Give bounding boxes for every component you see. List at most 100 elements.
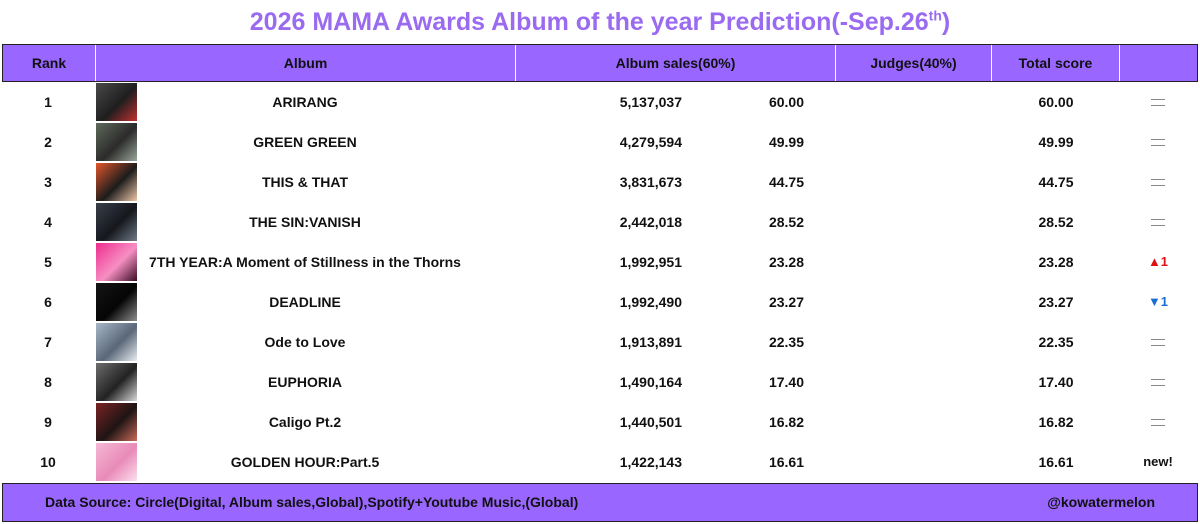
judges-score bbox=[836, 82, 988, 122]
album-title: DEADLINE bbox=[269, 294, 341, 310]
table-row: 3 THIS & THAT 3,831,673 44.75 44.75 bbox=[0, 162, 1200, 202]
total-score: 16.61 bbox=[1038, 454, 1074, 470]
total-score: 49.99 bbox=[1038, 134, 1074, 150]
album-sales-value: 1,913,891 bbox=[619, 334, 682, 350]
total-score: 44.75 bbox=[1038, 174, 1074, 190]
data-source: Data Source: Circle(Digital, Album sales… bbox=[45, 494, 579, 510]
album-sales-score: 17.40 bbox=[768, 374, 804, 390]
album-sales-value: 2,442,018 bbox=[619, 214, 682, 230]
table-body: 1 ARIRANG 5,137,037 60.00 60.00 2 GREEN GREEN 4… bbox=[0, 82, 1200, 482]
author-handle: @kowatermelon bbox=[1047, 494, 1155, 510]
header-album-sales: Album sales(60%) bbox=[516, 45, 836, 81]
album-sales-value: 1,440,501 bbox=[619, 414, 682, 430]
rank-cell: 6 bbox=[44, 294, 52, 310]
rank-cell: 10 bbox=[40, 454, 56, 470]
album-sales-value: 4,279,594 bbox=[619, 134, 682, 150]
album-cover-image bbox=[96, 403, 137, 441]
total-score: 17.40 bbox=[1038, 374, 1074, 390]
album-title: EUPHORIA bbox=[268, 374, 342, 390]
album-sales-score: 23.27 bbox=[768, 294, 804, 310]
table-row: 1 ARIRANG 5,137,037 60.00 60.00 bbox=[0, 82, 1200, 122]
table-row: 8 EUPHORIA 1,490,164 17.40 17.40 bbox=[0, 362, 1200, 402]
judges-score bbox=[836, 202, 988, 242]
table-row: 2 GREEN GREEN 4,279,594 49.99 49.99 bbox=[0, 122, 1200, 162]
rank-cell: 7 bbox=[44, 334, 52, 350]
album-sales-score: 49.99 bbox=[768, 134, 804, 150]
album-sales-score: 44.75 bbox=[768, 174, 804, 190]
album-title: GREEN GREEN bbox=[253, 134, 357, 150]
total-score: 16.82 bbox=[1038, 414, 1074, 430]
rank-change bbox=[1120, 362, 1196, 402]
table-row: 6 DEADLINE 1,992,490 23.27 23.27 ▼1 bbox=[0, 282, 1200, 322]
header-total-score: Total score bbox=[992, 45, 1120, 81]
album-cover-image bbox=[96, 163, 137, 201]
album-title: 7TH YEAR:A Moment of Stillness in the Th… bbox=[149, 254, 461, 270]
album-cover-image bbox=[96, 363, 137, 401]
album-cover-image bbox=[96, 83, 137, 121]
rank-cell: 4 bbox=[44, 214, 52, 230]
rank-change: ▲1 bbox=[1120, 242, 1196, 282]
no-change-icon bbox=[1151, 379, 1165, 387]
no-change-icon bbox=[1151, 139, 1165, 147]
title-text: 2026 MAMA Awards Album of the year Predi… bbox=[249, 8, 929, 36]
judges-score bbox=[836, 122, 988, 162]
album-sales-value: 1,490,164 bbox=[619, 374, 682, 390]
total-score: 22.35 bbox=[1038, 334, 1074, 350]
album-sales-score: 22.35 bbox=[768, 334, 804, 350]
title-superscript: th bbox=[928, 7, 942, 24]
table-row: 4 THE SIN:VANISH 2,442,018 28.52 28.52 bbox=[0, 202, 1200, 242]
rank-change bbox=[1120, 122, 1196, 162]
table-row: 9 Caligo Pt.2 1,440,501 16.82 16.82 bbox=[0, 402, 1200, 442]
judges-score bbox=[836, 402, 988, 442]
header-album: Album bbox=[96, 45, 516, 81]
judges-score bbox=[836, 442, 988, 482]
album-sales-value: 1,992,490 bbox=[619, 294, 682, 310]
title-close: ) bbox=[941, 8, 951, 36]
album-cover-image bbox=[96, 443, 137, 481]
album-cover-image bbox=[96, 323, 137, 361]
rank-change bbox=[1120, 202, 1196, 242]
header-rank: Rank bbox=[3, 45, 96, 81]
rank-cell: 1 bbox=[44, 94, 52, 110]
no-change-icon bbox=[1151, 179, 1165, 187]
rank-change bbox=[1120, 82, 1196, 122]
table-row: 5 7TH YEAR:A Moment of Stillness in the T… bbox=[0, 242, 1200, 282]
rank-change bbox=[1120, 322, 1196, 362]
album-sales-score: 23.28 bbox=[768, 254, 804, 270]
total-score: 23.28 bbox=[1038, 254, 1074, 270]
album-cover-image bbox=[96, 203, 137, 241]
total-score: 28.52 bbox=[1038, 214, 1074, 230]
rank-change bbox=[1120, 402, 1196, 442]
album-title: Ode to Love bbox=[264, 334, 346, 350]
album-sales-value: 5,137,037 bbox=[619, 94, 682, 110]
album-sales-score: 16.61 bbox=[768, 454, 804, 470]
album-title: GOLDEN HOUR:Part.5 bbox=[230, 454, 380, 470]
rank-cell: 2 bbox=[44, 134, 52, 150]
rank-down-indicator: ▼1 bbox=[1147, 294, 1169, 309]
album-cover-image bbox=[96, 243, 137, 281]
album-sales-value: 1,992,951 bbox=[619, 254, 682, 270]
album-title: THE SIN:VANISH bbox=[249, 214, 361, 230]
rank-change: ▼1 bbox=[1120, 282, 1196, 322]
album-sales-score: 60.00 bbox=[768, 94, 804, 110]
rank-change bbox=[1120, 162, 1196, 202]
album-title: Caligo Pt.2 bbox=[268, 414, 342, 430]
header-change bbox=[1120, 45, 1197, 81]
album-cover-image bbox=[96, 123, 137, 161]
total-score: 23.27 bbox=[1038, 294, 1074, 310]
judges-score bbox=[836, 282, 988, 322]
album-title: ARIRANG bbox=[272, 94, 338, 110]
rank-cell: 5 bbox=[44, 254, 52, 270]
no-change-icon bbox=[1151, 339, 1165, 347]
page-title: 2026 MAMA Awards Album of the year Predi… bbox=[0, 0, 1200, 44]
album-sales-score: 16.82 bbox=[768, 414, 804, 430]
total-score: 60.00 bbox=[1038, 94, 1074, 110]
table-row: 10 GOLDEN HOUR:Part.5 1,422,143 16.61 16.61 n… bbox=[0, 442, 1200, 482]
rank-change: new! bbox=[1120, 442, 1196, 482]
new-entry-badge: new! bbox=[1143, 454, 1173, 469]
judges-score bbox=[836, 362, 988, 402]
table-header: Rank Album Album sales(60%) Judges(40%) … bbox=[2, 44, 1198, 82]
album-cover-image bbox=[96, 283, 137, 321]
no-change-icon bbox=[1151, 99, 1165, 107]
album-sales-value: 1,422,143 bbox=[619, 454, 682, 470]
